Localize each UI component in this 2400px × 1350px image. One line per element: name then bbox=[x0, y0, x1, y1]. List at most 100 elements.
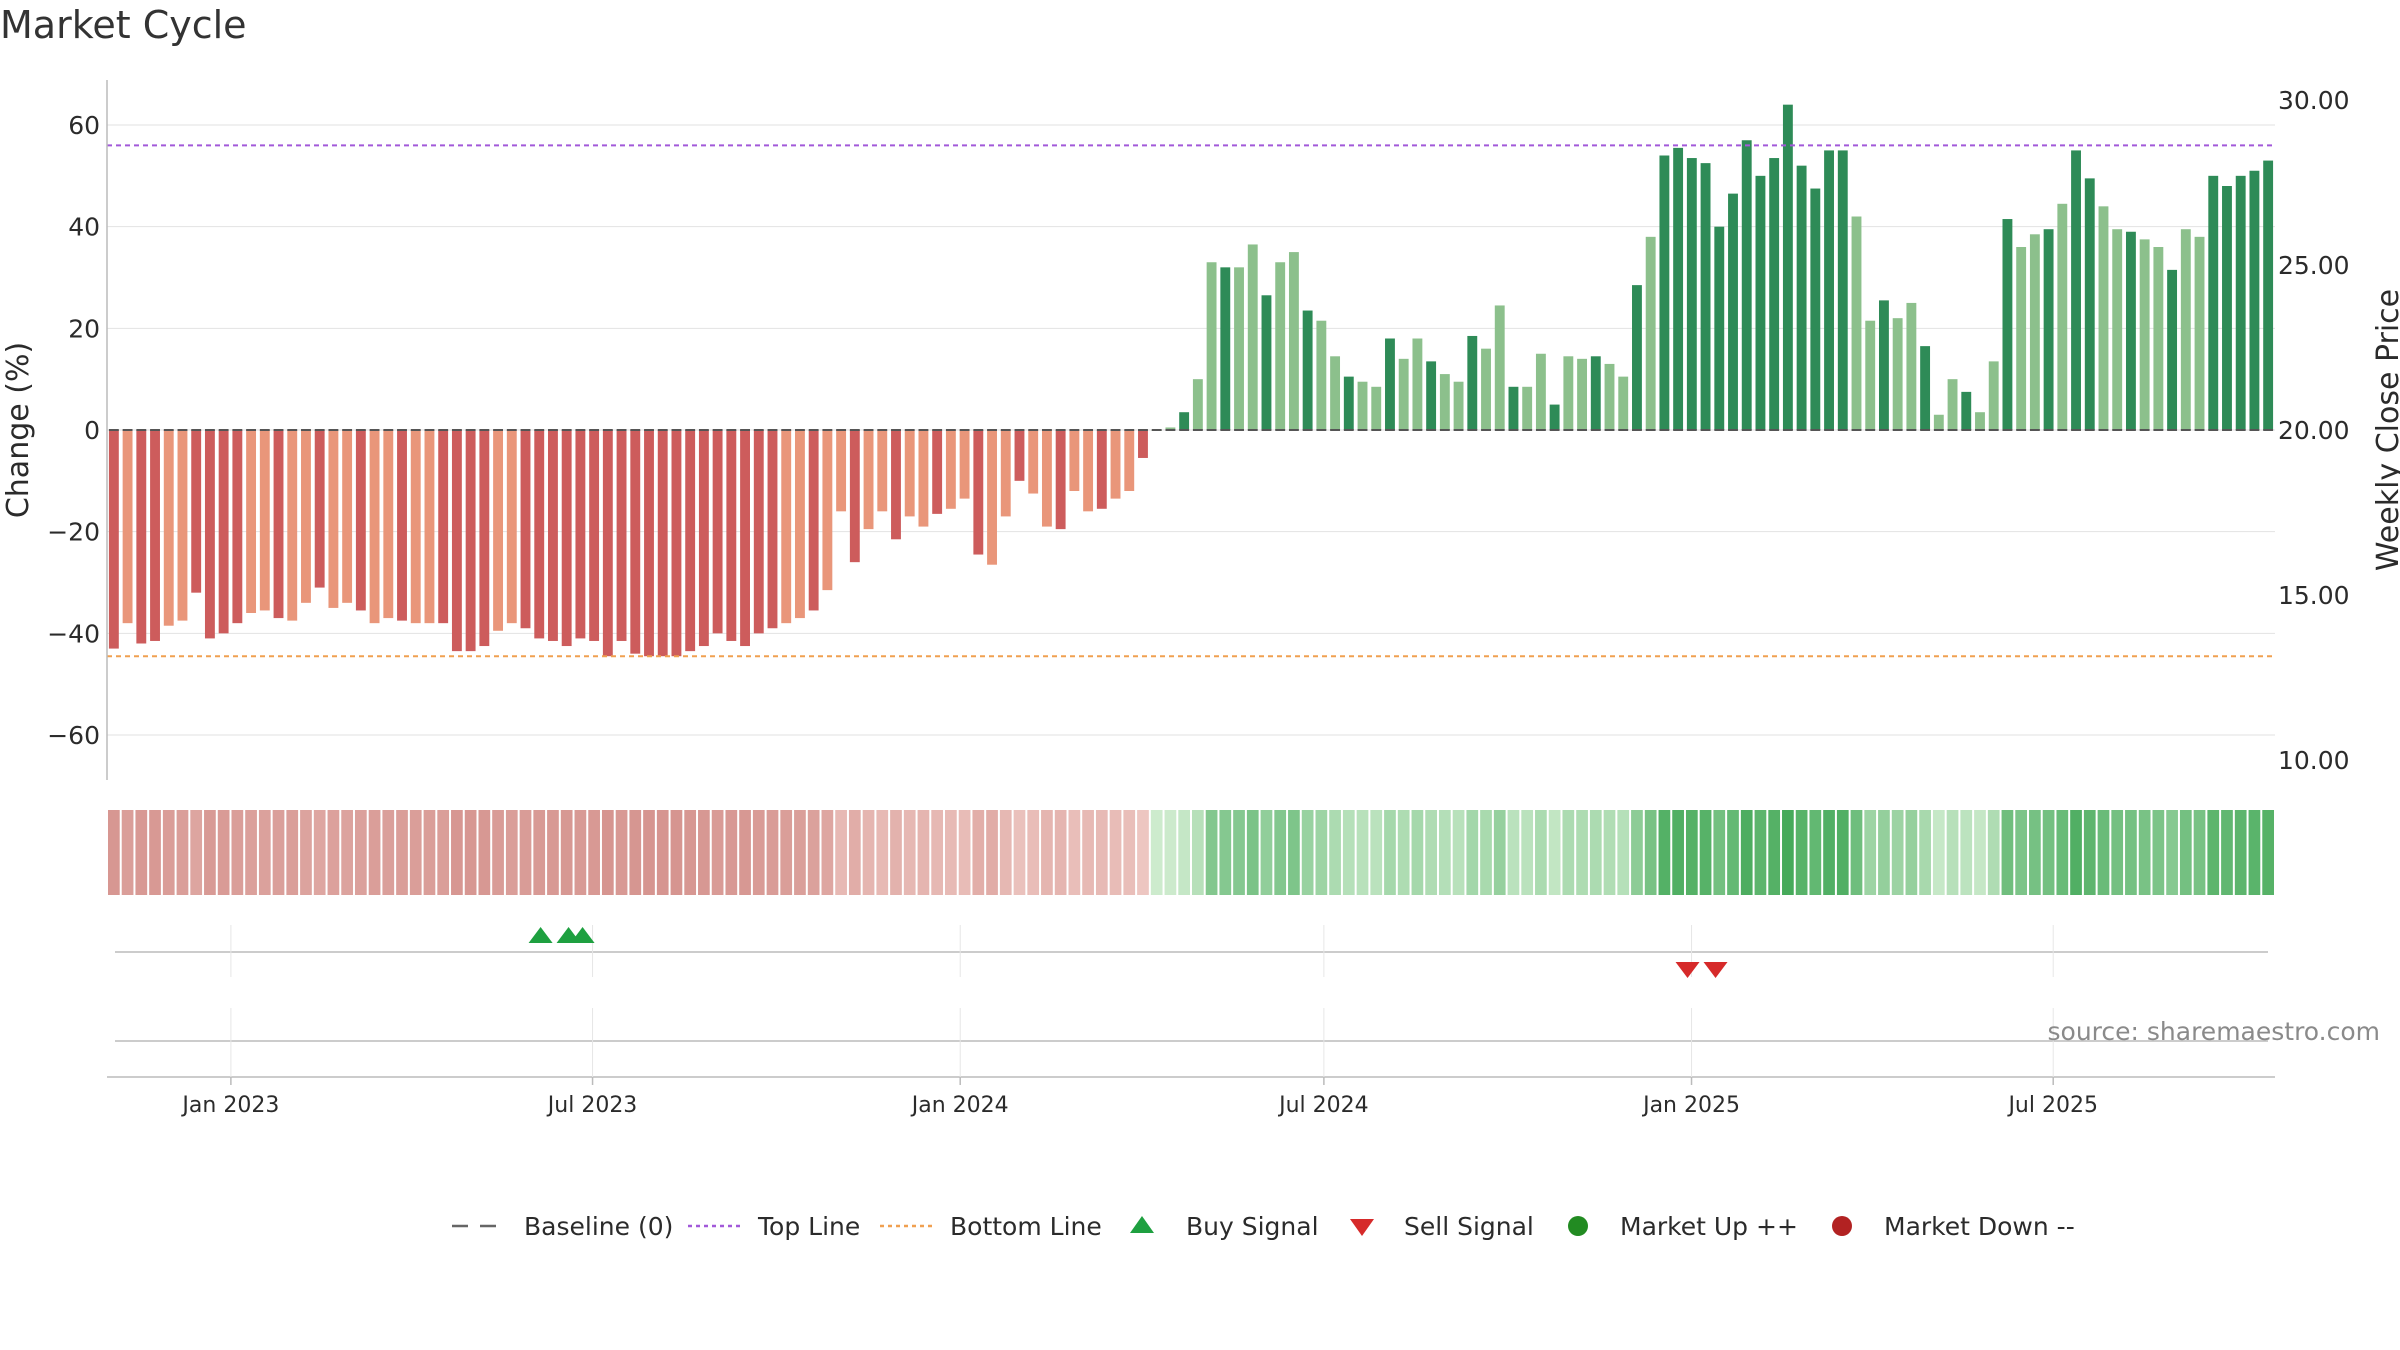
change-bar bbox=[1851, 216, 1862, 430]
heat-cell bbox=[1672, 810, 1684, 895]
heat-cell bbox=[1754, 810, 1767, 895]
change-bar bbox=[1138, 430, 1148, 458]
heat-cell bbox=[931, 810, 944, 895]
change-bar bbox=[1220, 267, 1231, 430]
heat-cell bbox=[986, 810, 998, 895]
heat-cell bbox=[917, 810, 930, 895]
heat-cell bbox=[396, 810, 408, 895]
right-tick-label: 20.00 bbox=[2278, 416, 2350, 445]
legend-item: Top Line bbox=[688, 1212, 860, 1241]
change-bar bbox=[548, 430, 558, 641]
change-bar bbox=[2153, 247, 2164, 430]
heat-cell bbox=[1068, 810, 1081, 895]
heat-cell bbox=[1411, 810, 1424, 895]
change-bar bbox=[1028, 430, 1039, 494]
heat-cell bbox=[1521, 810, 1534, 895]
heat-cell bbox=[1246, 810, 1259, 895]
change-bar bbox=[108, 430, 119, 649]
change-bar bbox=[218, 430, 229, 634]
heat-cell bbox=[108, 810, 120, 895]
heat-cell bbox=[876, 810, 889, 895]
change-bar bbox=[177, 430, 188, 621]
change-bar bbox=[1508, 386, 1519, 430]
left-tick-label: −20 bbox=[47, 518, 100, 547]
heat-cell bbox=[2029, 810, 2041, 895]
change-bar bbox=[1412, 338, 1423, 430]
change-bar bbox=[2249, 170, 2260, 430]
change-bar bbox=[2112, 229, 2123, 430]
heat-cell bbox=[1713, 810, 1726, 895]
heat-cell bbox=[1974, 810, 1986, 895]
change-bar bbox=[1192, 379, 1203, 430]
heat-cell bbox=[1727, 810, 1739, 895]
change-bar bbox=[1316, 320, 1327, 430]
change-bar bbox=[204, 430, 215, 639]
change-bar bbox=[1398, 358, 1409, 430]
heat-cell bbox=[2248, 810, 2261, 895]
change-bar bbox=[1824, 150, 1834, 430]
change-bar bbox=[1933, 414, 1944, 430]
heat-cell bbox=[2070, 810, 2082, 895]
change-bar bbox=[520, 430, 531, 629]
change-bar bbox=[314, 430, 325, 588]
heat-cell bbox=[999, 810, 1012, 895]
change-bar bbox=[1343, 376, 1354, 430]
heat-cell bbox=[1864, 810, 1877, 895]
heat-cell bbox=[903, 810, 916, 895]
heat-cell bbox=[492, 810, 504, 895]
heat-cell bbox=[615, 810, 628, 895]
heat-cell bbox=[190, 810, 203, 895]
heat-cell bbox=[478, 810, 491, 895]
heat-cell bbox=[1260, 810, 1273, 895]
heat-cell bbox=[1562, 810, 1575, 895]
market-up-icon bbox=[1568, 1216, 1588, 1236]
change-bar bbox=[685, 430, 696, 652]
change-bar bbox=[1700, 163, 1711, 430]
heat-cell bbox=[1740, 810, 1753, 895]
change-bar bbox=[1288, 252, 1299, 430]
heat-cell bbox=[135, 810, 148, 895]
change-bar bbox=[1947, 379, 1958, 430]
heat-cell bbox=[1384, 810, 1396, 895]
legend-label: Sell Signal bbox=[1404, 1212, 1534, 1241]
heat-cell bbox=[835, 810, 847, 895]
heat-cell bbox=[2179, 810, 2192, 895]
heat-cell bbox=[2056, 810, 2069, 895]
change-bar bbox=[2222, 186, 2232, 430]
heat-cell bbox=[2166, 810, 2178, 895]
legend: Baseline (0) Top Line Bottom Line Buy Signa… bbox=[452, 1212, 2075, 1241]
heat-cell bbox=[1960, 810, 1973, 895]
heat-cell bbox=[1589, 810, 1602, 895]
heat-cell bbox=[2262, 810, 2274, 895]
change-bar bbox=[1275, 262, 1286, 430]
change-bar bbox=[273, 430, 284, 619]
heat-cell bbox=[547, 810, 559, 895]
heat-cell bbox=[1315, 810, 1328, 895]
heat-cell bbox=[1219, 810, 1232, 895]
change-bar bbox=[1577, 358, 1588, 430]
heat-cell bbox=[204, 810, 216, 895]
change-bar bbox=[1261, 295, 1272, 430]
heat-cell bbox=[670, 810, 683, 895]
change-bar bbox=[1124, 430, 1135, 491]
change-bar bbox=[1920, 346, 1931, 430]
change-bar bbox=[1302, 310, 1313, 430]
change-bar bbox=[1549, 404, 1560, 430]
heat-cell bbox=[162, 810, 175, 895]
change-bar bbox=[849, 430, 860, 563]
chart-title: Market Cycle bbox=[0, 3, 247, 47]
heat-cell bbox=[423, 810, 436, 895]
heat-cell bbox=[643, 810, 655, 895]
change-bar bbox=[163, 430, 174, 626]
change-bar bbox=[1096, 430, 1107, 509]
change-bar bbox=[2194, 236, 2205, 430]
change-bar bbox=[1686, 158, 1697, 430]
heat-cell bbox=[1768, 810, 1781, 895]
change-bar bbox=[1357, 381, 1368, 430]
change-bar bbox=[1165, 427, 1176, 430]
heat-cell bbox=[313, 810, 326, 895]
heat-cell bbox=[464, 810, 477, 895]
heat-cell bbox=[1288, 810, 1300, 895]
left-tick-label: −40 bbox=[47, 619, 100, 648]
